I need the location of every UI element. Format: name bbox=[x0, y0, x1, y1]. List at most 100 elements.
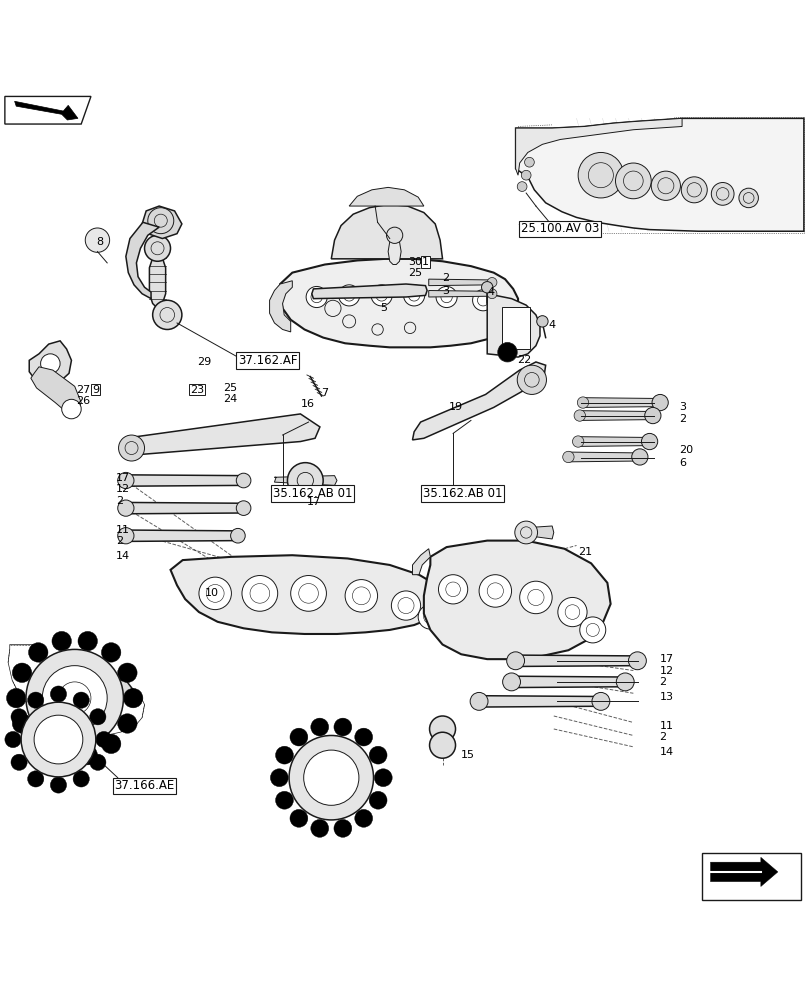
Text: 9: 9 bbox=[92, 385, 99, 395]
Circle shape bbox=[517, 365, 546, 394]
Circle shape bbox=[354, 728, 372, 746]
Polygon shape bbox=[31, 367, 81, 412]
Circle shape bbox=[11, 709, 28, 725]
Polygon shape bbox=[388, 239, 401, 265]
Circle shape bbox=[519, 581, 551, 614]
Polygon shape bbox=[149, 255, 165, 307]
Polygon shape bbox=[515, 118, 681, 175]
Polygon shape bbox=[29, 341, 71, 385]
Circle shape bbox=[290, 576, 326, 611]
Circle shape bbox=[199, 577, 231, 610]
Polygon shape bbox=[511, 676, 624, 688]
Circle shape bbox=[521, 170, 530, 180]
Circle shape bbox=[338, 285, 359, 306]
Circle shape bbox=[369, 791, 387, 809]
Text: 2: 2 bbox=[116, 536, 123, 546]
Polygon shape bbox=[577, 437, 649, 446]
Polygon shape bbox=[527, 526, 553, 539]
Text: 35.162.AB 01: 35.162.AB 01 bbox=[423, 487, 502, 500]
Circle shape bbox=[536, 316, 547, 327]
Circle shape bbox=[118, 714, 137, 733]
Text: 22: 22 bbox=[517, 355, 531, 365]
Circle shape bbox=[487, 278, 496, 287]
Text: 13: 13 bbox=[659, 692, 672, 702]
Text: 12: 12 bbox=[116, 484, 130, 494]
Text: 27: 27 bbox=[76, 385, 91, 395]
Text: 17: 17 bbox=[116, 473, 130, 483]
Circle shape bbox=[123, 688, 143, 708]
Circle shape bbox=[89, 754, 105, 770]
Text: 2: 2 bbox=[442, 273, 449, 283]
Circle shape bbox=[577, 152, 623, 198]
Circle shape bbox=[591, 692, 609, 710]
Circle shape bbox=[62, 399, 81, 419]
Polygon shape bbox=[579, 411, 652, 420]
Polygon shape bbox=[126, 502, 243, 514]
Text: 35.162.AB 01: 35.162.AB 01 bbox=[272, 487, 352, 500]
Polygon shape bbox=[269, 281, 292, 332]
Circle shape bbox=[572, 436, 583, 447]
Polygon shape bbox=[126, 475, 243, 486]
Polygon shape bbox=[423, 541, 610, 659]
Text: 6: 6 bbox=[678, 458, 685, 468]
Circle shape bbox=[34, 715, 83, 764]
Circle shape bbox=[118, 472, 134, 489]
Circle shape bbox=[502, 673, 520, 691]
Circle shape bbox=[628, 652, 646, 670]
Circle shape bbox=[354, 809, 372, 827]
Circle shape bbox=[270, 769, 288, 787]
Circle shape bbox=[514, 521, 537, 544]
Polygon shape bbox=[126, 414, 320, 455]
Circle shape bbox=[101, 734, 121, 754]
Circle shape bbox=[371, 285, 392, 306]
Text: 17: 17 bbox=[307, 497, 320, 507]
Circle shape bbox=[573, 410, 585, 421]
Polygon shape bbox=[478, 696, 600, 707]
Circle shape bbox=[506, 652, 524, 670]
Polygon shape bbox=[568, 452, 639, 462]
Circle shape bbox=[303, 750, 358, 805]
Text: 25: 25 bbox=[223, 383, 237, 393]
Circle shape bbox=[6, 688, 26, 708]
Circle shape bbox=[311, 718, 328, 736]
Circle shape bbox=[644, 407, 660, 424]
Circle shape bbox=[78, 745, 97, 765]
Circle shape bbox=[52, 631, 71, 651]
Circle shape bbox=[118, 435, 144, 461]
Text: 25.100.AV 03: 25.100.AV 03 bbox=[521, 222, 599, 235]
Circle shape bbox=[289, 735, 373, 820]
Circle shape bbox=[651, 394, 667, 411]
Text: 2: 2 bbox=[659, 732, 666, 742]
Circle shape bbox=[306, 286, 327, 308]
Circle shape bbox=[52, 745, 71, 765]
Text: 4: 4 bbox=[548, 320, 556, 330]
Text: 11: 11 bbox=[659, 721, 672, 731]
Circle shape bbox=[738, 188, 757, 208]
Circle shape bbox=[497, 342, 517, 362]
Circle shape bbox=[28, 692, 44, 708]
Text: 20: 20 bbox=[678, 445, 692, 455]
Circle shape bbox=[374, 769, 392, 787]
Circle shape bbox=[236, 501, 251, 515]
Circle shape bbox=[230, 528, 245, 543]
Text: 16: 16 bbox=[300, 399, 314, 409]
Circle shape bbox=[96, 731, 112, 748]
Bar bbox=[501, 307, 530, 349]
Text: 4: 4 bbox=[487, 287, 494, 297]
Circle shape bbox=[517, 182, 526, 191]
Polygon shape bbox=[142, 206, 182, 239]
Circle shape bbox=[50, 686, 67, 702]
Text: 17: 17 bbox=[659, 654, 672, 664]
Text: 21: 21 bbox=[577, 547, 591, 557]
Text: 37.166.AE: 37.166.AE bbox=[114, 779, 174, 792]
Circle shape bbox=[236, 473, 251, 488]
Text: 37.162.AF: 37.162.AF bbox=[238, 354, 298, 367]
Text: 19: 19 bbox=[448, 402, 462, 412]
Circle shape bbox=[118, 500, 134, 516]
Circle shape bbox=[28, 771, 44, 787]
Text: 30: 30 bbox=[408, 257, 422, 267]
Circle shape bbox=[487, 289, 496, 299]
Circle shape bbox=[287, 463, 323, 498]
Bar bbox=[702, 853, 800, 900]
Text: 7: 7 bbox=[320, 388, 328, 398]
